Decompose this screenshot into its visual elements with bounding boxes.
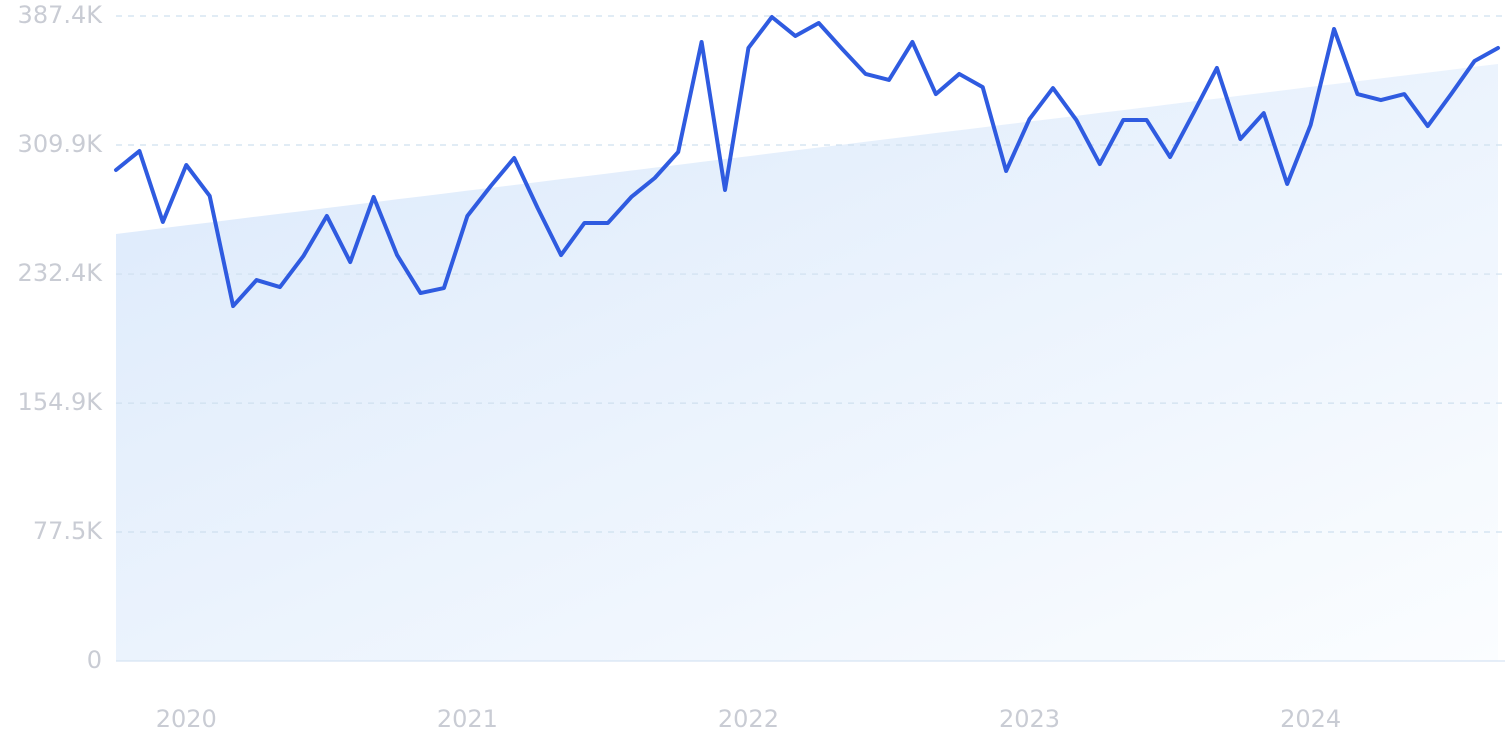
y-tick-label: 387.4K [18,1,104,29]
y-tick-label: 232.4K [18,259,104,287]
x-tick-label: 2022 [718,705,779,733]
y-tick-label: 0 [87,646,102,674]
y-tick-label: 77.5K [33,517,103,545]
x-tick-label: 2021 [437,705,498,733]
x-tick-label: 2023 [999,705,1060,733]
x-tick-label: 2024 [1280,705,1341,733]
data-line [114,14,1500,309]
trend-area [116,63,1498,661]
y-tick-label: 154.9K [18,388,104,416]
x-tick-label: 2020 [156,705,217,733]
y-tick-label: 309.9K [18,130,104,158]
